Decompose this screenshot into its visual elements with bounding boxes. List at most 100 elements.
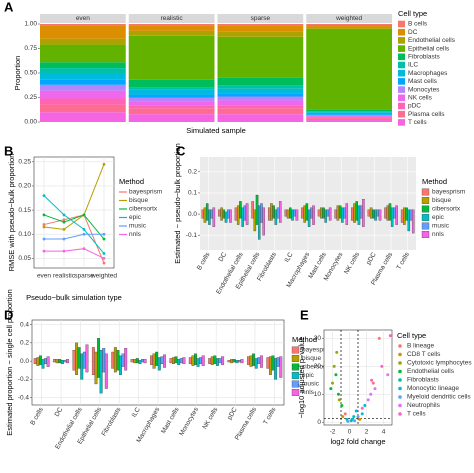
x-tick-label: 4	[382, 429, 386, 436]
y-tick-label: 0.10	[18, 231, 31, 238]
point	[377, 336, 381, 340]
bar-segment	[306, 26, 392, 29]
box	[205, 203, 209, 221]
point	[335, 350, 339, 354]
point	[386, 373, 390, 377]
box	[384, 207, 387, 219]
bar-segment	[217, 77, 304, 86]
y-tick-label: 0.4	[20, 321, 29, 328]
box	[338, 205, 342, 219]
point	[42, 237, 46, 241]
legend-key	[398, 361, 402, 365]
legend-key	[421, 205, 430, 213]
box	[236, 205, 240, 225]
bar-segment	[40, 73, 126, 80]
x-tick-label: 2	[365, 429, 369, 436]
point	[102, 237, 106, 241]
legend-label: ILC	[408, 62, 418, 69]
bar-segment	[40, 25, 126, 39]
bar-segment	[128, 24, 215, 26]
legend-key	[398, 119, 405, 126]
box	[220, 207, 223, 221]
facet-label: even	[76, 15, 90, 22]
box	[322, 207, 325, 219]
point	[360, 412, 364, 416]
legend-label: pDC	[408, 103, 421, 110]
bar-segment	[217, 85, 304, 89]
point	[343, 412, 347, 416]
bar-segment	[128, 101, 215, 106]
box	[259, 355, 263, 368]
box	[208, 358, 212, 365]
legend-label: Fibroblasts	[408, 54, 441, 61]
x-tick-label: T cells	[262, 406, 278, 426]
point	[341, 415, 345, 419]
box	[374, 209, 377, 221]
box	[367, 209, 371, 217]
point	[42, 213, 46, 217]
box	[245, 203, 249, 225]
box	[334, 209, 337, 219]
box	[172, 357, 175, 365]
box	[201, 355, 205, 366]
box	[138, 360, 142, 365]
facet-strip	[128, 14, 215, 23]
legend-label: cibersortx	[302, 364, 331, 371]
legend-label: T cells	[407, 411, 426, 418]
box	[152, 353, 156, 369]
point	[62, 218, 66, 222]
bar-segment	[128, 114, 215, 122]
legend-key	[398, 352, 402, 357]
bar-segment	[217, 88, 304, 94]
bar-segment	[306, 24, 392, 27]
y-axis-title: Estimated proportion − single cell propo…	[5, 289, 14, 436]
legend-label: Endothelial cells	[408, 37, 456, 44]
box	[251, 201, 254, 219]
box	[60, 360, 64, 365]
legend-label: nnls	[129, 231, 142, 238]
y-tick-label: 0.2	[20, 340, 29, 347]
legend-label: music	[432, 223, 450, 230]
legend-key	[421, 222, 430, 230]
box	[41, 359, 45, 369]
bar-segment	[306, 109, 392, 112]
facet-strip	[40, 14, 126, 23]
box	[113, 347, 117, 373]
y-tick-label: 30	[314, 335, 322, 342]
box	[284, 209, 288, 217]
box	[177, 359, 181, 365]
point	[102, 252, 106, 255]
box	[196, 358, 200, 367]
box	[102, 348, 106, 373]
box	[188, 357, 192, 365]
y-tick-label: 0.75	[24, 45, 37, 52]
box	[286, 209, 290, 219]
box	[130, 359, 134, 363]
point	[62, 249, 66, 253]
legend-key	[421, 188, 430, 196]
box	[169, 358, 173, 364]
point	[353, 419, 357, 423]
box	[33, 358, 37, 365]
box	[179, 358, 183, 364]
legend-key	[421, 197, 430, 204]
facet-strip	[217, 14, 304, 23]
box	[343, 207, 346, 219]
box	[279, 201, 282, 223]
legend-key	[421, 214, 430, 221]
box	[55, 359, 59, 364]
x-tick-label: realistic	[53, 273, 76, 280]
box	[235, 360, 239, 364]
bar-segment	[306, 111, 392, 113]
panel-letter: A	[4, 0, 14, 14]
box	[328, 207, 332, 221]
legend-label: bayesprism	[129, 189, 162, 196]
x-tick-label: -2	[330, 429, 336, 436]
box	[291, 209, 294, 221]
point	[370, 378, 374, 382]
x-tick-label: Monocytes	[178, 406, 200, 437]
legend-label: Epithelial cells	[408, 45, 450, 52]
box	[312, 205, 315, 225]
bar-segment	[306, 117, 392, 119]
box	[104, 353, 108, 389]
